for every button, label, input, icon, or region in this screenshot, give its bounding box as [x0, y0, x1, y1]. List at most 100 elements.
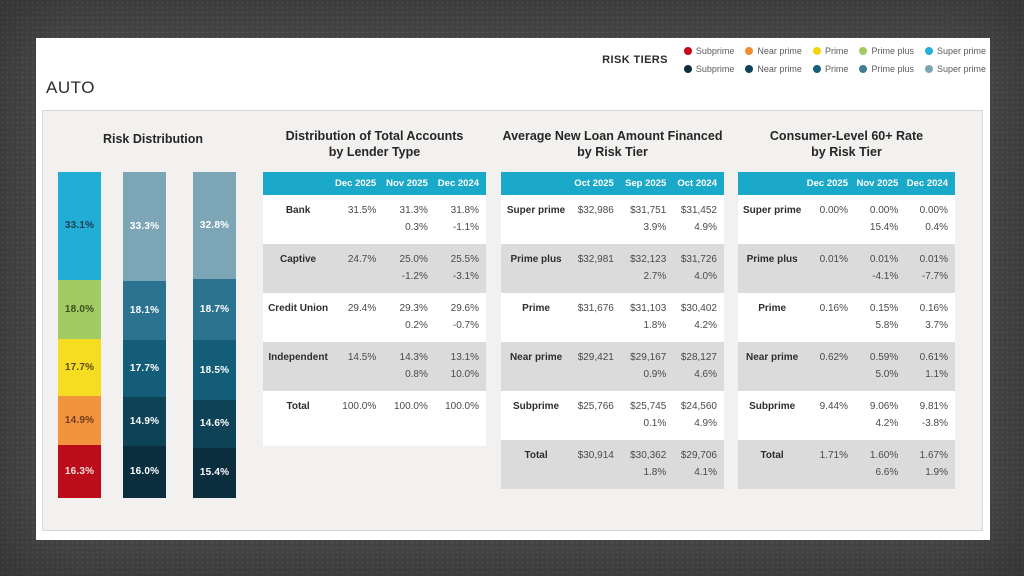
cell-value: $32,986 — [577, 204, 614, 216]
cell-value: 0.15% — [869, 302, 899, 314]
table-row-total: Total $30,914 $30,362 $29,706 — [501, 439, 724, 464]
cell-change: 5.8% — [875, 319, 899, 331]
cell-change: 3.9% — [643, 221, 667, 233]
cell-change: 0.8% — [405, 368, 428, 380]
legend-row-bright: Subprime Near prime Prime Prime plus Super p… — [683, 46, 986, 56]
cell-change: -0.7% — [452, 319, 479, 331]
table-subrow-super-prime: 3.9% 4.9% — [501, 218, 724, 244]
cell-change: 0.9% — [643, 368, 667, 380]
table-title-line2: by Risk Tier — [811, 145, 882, 160]
cell-value: 14.3% — [399, 351, 428, 363]
legend-item-bright-super-prime: Super prime — [924, 46, 986, 56]
subprime-bright-dot-icon — [683, 47, 692, 55]
cell-change — [332, 219, 383, 244]
legend-item-label: Near prime — [757, 46, 802, 56]
cell-change: 2.7% — [643, 270, 667, 282]
row-label-blank — [263, 366, 332, 391]
cell-change — [570, 415, 621, 440]
cell-change — [805, 317, 855, 342]
table-row-prime: Prime 0.16% 0.15% 0.16% — [738, 292, 955, 317]
table-row-total: Total 1.71% 1.60% 1.67% — [738, 439, 955, 464]
cell-change: -4.1% — [872, 270, 899, 282]
cell-change — [570, 317, 621, 342]
cell-change: -3.8% — [921, 417, 948, 429]
legend-item-label: Prime — [824, 64, 849, 74]
table-subrow-independent: 0.8% 10.0% — [263, 365, 486, 391]
legend-rows: Subprime Near prime Prime Prime plus Super p… — [683, 46, 986, 74]
row-label-blank — [738, 219, 805, 244]
cell-value: $31,452 — [680, 204, 717, 216]
cell-value: 31.5% — [347, 204, 377, 216]
table-row-independent: Independent 14.5% 14.3% 13.1% — [263, 341, 486, 366]
table-subrow-near-prime: 5.0% 1.1% — [738, 365, 955, 391]
table-row-prime-plus: Prime plus 0.01% 0.01% 0.01% — [738, 243, 955, 268]
table-container: Dec 2025 Nov 2025 Dec 2024 Super prime 0.00%… — [738, 171, 955, 489]
row-label: Independent — [268, 351, 328, 363]
cell-value: 29.6% — [450, 302, 479, 314]
bar-segment-prime-plus: 18.0% — [58, 279, 101, 339]
stacked-bar-last-month: 33.3% 18.1% 17.7% 14.9% 16.0% — [123, 172, 166, 498]
row-label: Prime plus — [746, 253, 798, 265]
table-subrow-prime: 5.8% 3.7% — [738, 316, 955, 342]
cell-value: 9.44% — [819, 400, 848, 412]
row-label: Prime — [758, 302, 787, 314]
cell-change: 1.1% — [925, 368, 948, 380]
risk-tiers-legend: RISK TIERS Subprime Near prime Prime Prime … — [602, 46, 986, 74]
bar-segment-prime-plus: 18.7% — [193, 278, 236, 340]
cell-value: 0.16% — [919, 302, 948, 314]
super-prime-bright-dot-icon — [924, 47, 933, 55]
stacked-bars: 33.1%18.0%17.7%14.9%16.3%Current33.3%18.… — [43, 172, 263, 576]
row-label-blank — [738, 415, 805, 440]
table-title-line1: Average New Loan Amount Financed — [502, 129, 723, 143]
cell-change: 4.9% — [694, 221, 717, 233]
column-header-blank — [501, 171, 571, 195]
cell-change — [805, 415, 855, 440]
legend-item-label: Super prime — [936, 46, 986, 56]
row-label: Super prime — [506, 204, 566, 216]
table-row-prime: Prime $31,676 $31,103 $30,402 — [501, 292, 724, 317]
table-accounts-by-lender: Distribution of Total Accounts by Lender… — [263, 111, 486, 446]
table-title: Average New Loan Amount Financed by Risk… — [501, 128, 724, 161]
legend-item-label: Super prime — [936, 64, 986, 74]
cell-value: 29.3% — [399, 302, 428, 314]
bar-segment-prime: 17.7% — [123, 339, 166, 398]
cell-change: 4.6% — [694, 368, 717, 380]
table-body: Super prime $32,986 $31,751 $31,452 3.9% 4.9%… — [501, 194, 724, 489]
table-row-credit-union: Credit Union 29.4% 29.3% 29.6% — [263, 292, 486, 317]
cell-value: 0.16% — [819, 302, 848, 314]
row-label: Super prime — [742, 204, 802, 216]
cell-value: $31,726 — [680, 253, 717, 265]
cell-change: 10.0% — [450, 368, 479, 380]
column-header-blank — [263, 171, 333, 195]
stacked-bar-last-year: 32.8% 18.7% 18.5% 14.6% 15.4% — [193, 172, 236, 498]
dashboard-panel: Risk Distribution 33.1% 18.0% 17.7% 14.9% 16… — [42, 110, 983, 576]
cell-value: $25,766 — [577, 400, 614, 412]
cell-value: 0.62% — [819, 351, 848, 363]
cell-change — [805, 268, 855, 293]
table-row-subprime: Subprime $25,766 $25,745 $24,560 — [501, 390, 724, 415]
cell-value: 24.7% — [347, 253, 377, 265]
column-header-oct-2025: Oct 2025 — [570, 171, 621, 195]
legend-item-dark-prime-plus: Prime plus — [859, 64, 914, 74]
legend-item-dark-subprime: Subprime — [683, 64, 734, 74]
row-label: Total — [286, 400, 310, 412]
cell-change: 1.9% — [925, 466, 948, 478]
table-head: Dec 2025 Nov 2025 Dec 2024 — [263, 171, 486, 195]
column-header-nov-2025: Nov 2025 — [854, 171, 906, 195]
row-label-blank — [738, 464, 805, 489]
row-label: Prime — [522, 302, 550, 314]
cell-change: 0.2% — [405, 319, 428, 331]
row-label-blank — [501, 317, 570, 342]
row-label-blank — [501, 366, 570, 391]
table-subrow-credit-union: 0.2% -0.7% — [263, 316, 486, 342]
row-label: Captive — [280, 253, 317, 265]
cell-value: 31.3% — [399, 204, 428, 216]
cell-value: 14.5% — [347, 351, 377, 363]
cell-value: 1.71% — [819, 449, 848, 461]
cell-change — [805, 464, 855, 489]
risk-distribution-chart: Risk Distribution 33.1% 18.0% 17.7% 14.9% 16… — [43, 111, 263, 576]
row-label-blank — [501, 464, 570, 489]
cell-value: 0.01% — [919, 253, 948, 265]
table-row-prime-plus: Prime plus $32,981 $32,123 $31,726 — [501, 243, 724, 268]
cell-value: 0.01% — [819, 253, 848, 265]
